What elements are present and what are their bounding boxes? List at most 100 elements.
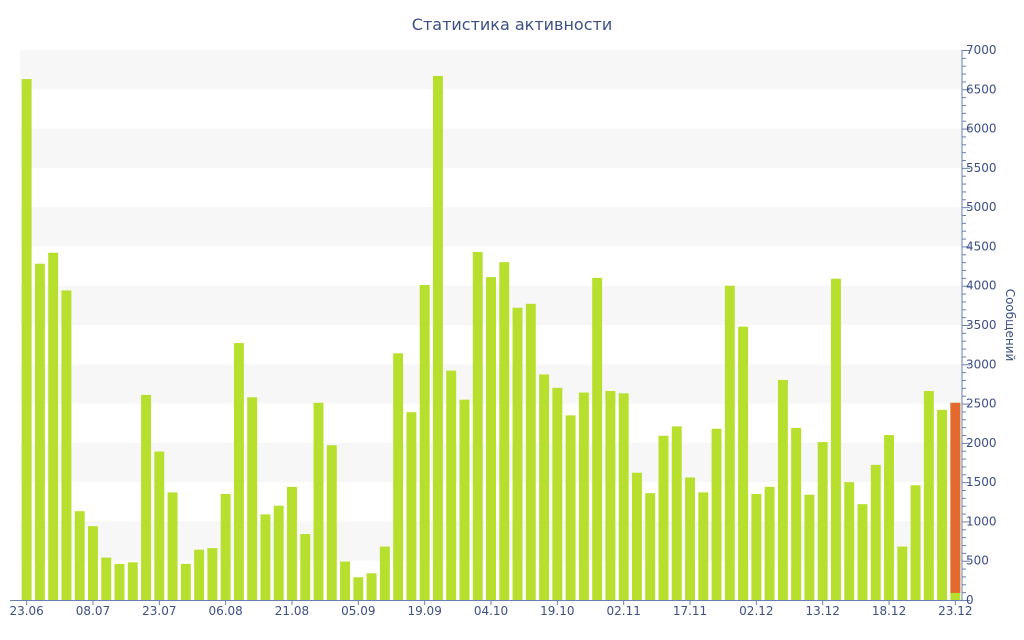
bar — [340, 561, 351, 600]
x-tick-label: 23.07 — [142, 604, 176, 618]
bar — [857, 504, 868, 600]
bar — [764, 486, 775, 600]
bar — [671, 426, 682, 600]
x-tick-label: 18.12 — [872, 604, 906, 618]
bar — [512, 307, 523, 600]
bar — [114, 563, 125, 600]
bar — [592, 277, 603, 600]
bar — [711, 428, 722, 600]
bar — [578, 392, 589, 600]
bar — [379, 546, 390, 600]
bar — [74, 511, 85, 600]
bar — [154, 451, 165, 600]
bar — [565, 415, 576, 600]
bar — [313, 402, 324, 600]
y-axis: 0 500 1000 1500 2000 2500 3000 3500 4000 4500 5000… — [961, 43, 997, 607]
x-tick-label: 19.09 — [407, 604, 441, 618]
bar — [61, 290, 72, 600]
bar — [207, 548, 218, 600]
bar — [101, 557, 112, 600]
y-tick-label: 500 — [966, 554, 989, 568]
bar — [937, 409, 948, 600]
x-tick-label: 06.08 — [208, 604, 242, 618]
x-tick-label: 23.06 — [9, 604, 43, 618]
y-tick-label: 2500 — [966, 397, 997, 411]
grid-band — [20, 50, 962, 90]
bar — [446, 370, 457, 600]
x-tick-label: 13.12 — [806, 604, 840, 618]
bar — [167, 492, 178, 600]
bar — [287, 486, 297, 600]
bar — [685, 477, 695, 600]
bar — [194, 549, 205, 600]
bar — [326, 445, 337, 600]
bar — [127, 562, 138, 600]
bar — [300, 534, 311, 600]
bar — [88, 526, 98, 600]
bar — [618, 393, 629, 600]
bar — [21, 79, 32, 600]
bar — [724, 285, 735, 600]
bar — [844, 482, 855, 600]
bar — [486, 277, 496, 600]
bar — [605, 391, 616, 600]
y-tick-label: 6000 — [966, 122, 997, 136]
bar — [472, 251, 483, 600]
x-axis: 23.06 08.07 23.07 06.08 21.08 05.09 19.09 04.10… — [9, 600, 973, 618]
x-tick-label: 23.12 — [938, 604, 972, 618]
bar — [631, 472, 642, 600]
y-tick-label: 4500 — [966, 239, 997, 253]
bar — [552, 387, 563, 600]
bar-highlight — [950, 402, 961, 593]
bar — [539, 374, 550, 600]
bar — [353, 577, 364, 600]
x-tick-label: 02.12 — [739, 604, 773, 618]
y-tick-label: 3500 — [966, 318, 997, 332]
bar — [525, 303, 536, 600]
bar — [48, 252, 59, 600]
x-tick-label: 05.09 — [341, 604, 375, 618]
bar — [260, 514, 271, 600]
y-tick-label: 0 — [966, 593, 974, 607]
bar — [220, 493, 231, 600]
y-axis-title: Сообщений — [1003, 289, 1017, 362]
x-tick-label: 02.11 — [606, 604, 640, 618]
bar — [817, 442, 828, 600]
bar — [884, 435, 894, 600]
chart-title: Статистика активности — [411, 15, 613, 34]
bar — [499, 262, 510, 600]
bar — [870, 464, 881, 600]
bar — [180, 563, 191, 600]
y-tick-label: 3000 — [966, 357, 997, 371]
bar — [366, 573, 377, 600]
bar — [273, 505, 284, 600]
bar — [698, 492, 709, 600]
bar — [393, 353, 404, 600]
y-tick-label: 5500 — [966, 161, 997, 175]
bar — [34, 263, 45, 600]
grid-band — [20, 207, 962, 247]
bar — [738, 326, 749, 600]
bars — [21, 75, 961, 601]
x-tick-label: 21.08 — [275, 604, 309, 618]
x-tick-label: 17.11 — [673, 604, 707, 618]
bar — [804, 494, 815, 600]
bar — [897, 546, 908, 600]
y-tick-label: 6500 — [966, 82, 997, 96]
bar — [141, 394, 152, 600]
bar — [923, 391, 934, 600]
y-tick-label: 1000 — [966, 514, 997, 528]
y-tick-label: 1500 — [966, 475, 997, 489]
bar — [777, 380, 788, 600]
y-tick-label: 4000 — [966, 279, 997, 293]
bar — [247, 397, 258, 600]
x-tick-label: 19.10 — [540, 604, 574, 618]
bar — [910, 485, 921, 600]
y-tick-label: 7000 — [966, 43, 997, 57]
y-tick-label: 5000 — [966, 200, 997, 214]
bar — [658, 435, 669, 600]
y-tick-label: 2000 — [966, 436, 997, 450]
bar — [791, 427, 802, 600]
bar — [830, 278, 841, 600]
